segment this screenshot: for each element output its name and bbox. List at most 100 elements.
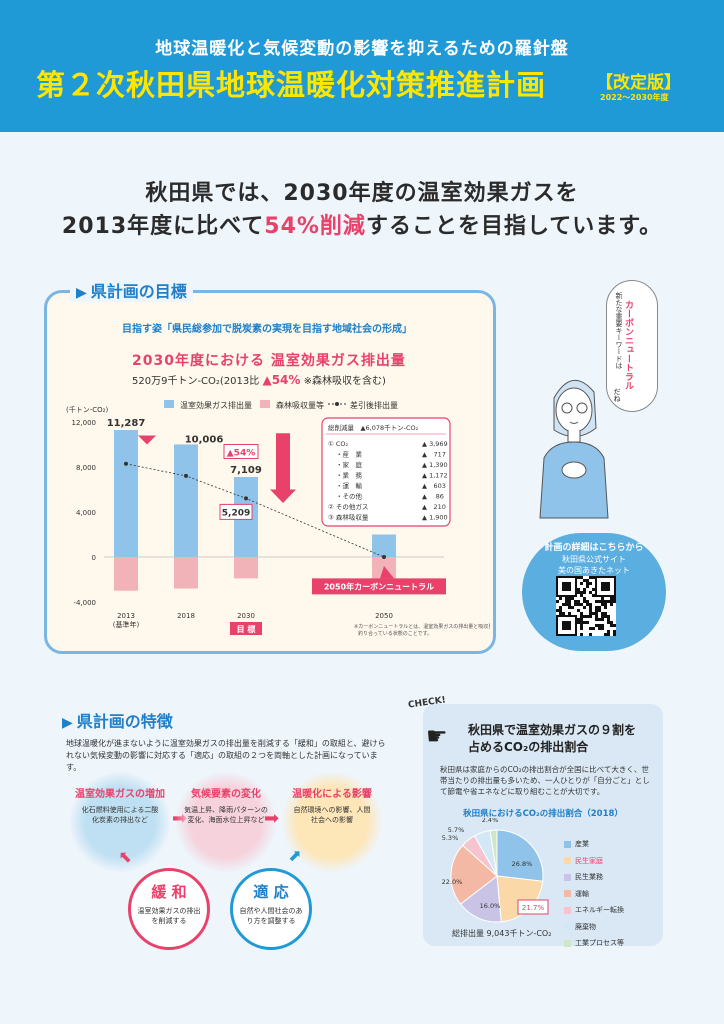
triangle-icon: ▶ xyxy=(62,715,73,731)
cause-climate-title: 気候要素の変化 xyxy=(191,789,261,800)
check-title-line-2: 占めるCO₂の排出割合 xyxy=(468,740,589,754)
pie-slice-0 xyxy=(496,829,544,882)
qr-module xyxy=(580,624,583,627)
qr-module xyxy=(583,579,586,582)
qr-module xyxy=(592,627,595,630)
qr-module xyxy=(601,624,604,627)
qr-module xyxy=(565,603,568,606)
qr-module xyxy=(613,597,616,600)
qr-module xyxy=(568,597,571,600)
legend-item: 民生家庭 xyxy=(564,853,624,870)
y-tick-label: 0 xyxy=(92,554,96,562)
qr-module xyxy=(592,588,595,591)
cause-circle-impact: 温暖化による影響 自然環境への影響、人間社会への影響 xyxy=(282,772,382,872)
y-tick-label: 12,000 xyxy=(72,419,97,427)
qr-module xyxy=(586,603,589,606)
qr-module xyxy=(592,612,595,615)
arrow-right-icon: ➡ xyxy=(264,808,280,829)
bar-forest-2013 xyxy=(114,557,138,591)
qr-module xyxy=(580,618,583,621)
x-tick-label: 2018 xyxy=(177,612,195,620)
pie-label-6: 2.4% xyxy=(482,818,499,824)
qr-module xyxy=(595,615,598,618)
lead-line-2: 2013年度に比べて54%削減することを目指しています。 xyxy=(0,208,724,240)
lead-line-2-post: することを目指しています。 xyxy=(365,214,663,239)
qr-module xyxy=(598,600,601,603)
qr-module xyxy=(601,612,604,615)
legend-swatch-0 xyxy=(164,400,174,408)
qr-module xyxy=(559,609,562,612)
neutral-pointer-icon xyxy=(380,566,394,579)
qr-module xyxy=(580,591,583,594)
pointing-hand-icon: ☛ xyxy=(426,722,448,750)
legend-text: 工業プロセス等 xyxy=(575,939,624,947)
qr-module xyxy=(601,600,604,603)
x-tick-label: 2013 xyxy=(117,612,135,620)
features-heading: ▶ 県計画の特徴 xyxy=(62,708,173,732)
pie-slice-1 xyxy=(496,875,544,923)
qr-module xyxy=(589,609,592,612)
qr-module xyxy=(562,603,565,606)
legend-label-2: 差引後排出量 xyxy=(350,400,398,410)
qr-module xyxy=(580,633,583,636)
qr-module xyxy=(604,615,607,618)
header-title: 第２次秋田県地球温暖化対策推進計画 xyxy=(36,68,547,102)
qr-module xyxy=(613,633,616,636)
legend-text: エネルギー転換 xyxy=(575,906,624,914)
qr-module xyxy=(574,603,577,606)
mitigation-title: 緩 和 xyxy=(151,883,187,901)
qr-module xyxy=(595,600,598,603)
bar-emissions-2018 xyxy=(174,444,198,557)
qr-module xyxy=(604,612,607,615)
qr-module xyxy=(586,600,589,603)
legend-item: 運輸 xyxy=(564,886,624,903)
breakdown-row-value: ▲ 210 xyxy=(422,503,446,511)
qr-module xyxy=(583,588,586,591)
qr-module xyxy=(601,603,604,606)
character-illustration xyxy=(539,380,609,519)
data-label-2018: 10,006 xyxy=(185,434,224,445)
pie-total: 総排出量 9,043千トン-CO₂ xyxy=(452,929,552,938)
qr-module xyxy=(601,597,604,600)
breakdown-row-label: ・その他 xyxy=(336,492,363,501)
qr-module xyxy=(577,600,580,603)
breakdown-row-label: ・家 庭 xyxy=(336,460,363,469)
qr-module xyxy=(589,603,592,606)
legend-item: 産業 xyxy=(564,836,624,853)
qr-module xyxy=(559,606,562,609)
legend-text: 民生家庭 xyxy=(575,856,603,865)
qr-module xyxy=(577,621,580,624)
target-value: 520万9千トン-CO₂(2013比 ▲54% ※森林吸収を含む) xyxy=(132,372,386,387)
qr-code[interactable] xyxy=(556,576,616,636)
qr-module xyxy=(589,615,592,618)
y-tick-label: -4,000 xyxy=(73,599,96,607)
qr-module xyxy=(562,612,565,615)
qr-module xyxy=(583,606,586,609)
breakdown-row-label: ・業 務 xyxy=(336,471,363,480)
x-tick-label: 2050 xyxy=(375,612,393,620)
qr-module xyxy=(595,618,598,621)
net-label-2030: 5,209 xyxy=(222,508,250,518)
qr-module xyxy=(589,576,592,579)
adaptation-text: 自然や人間社会のあり方を調整する xyxy=(239,907,303,925)
cause-circle-climate: 気候要素の変化 気温上昇、降雨パターンの変化、海面水位上昇など xyxy=(176,772,276,872)
cause-impact-text: 自然環境への影響、人間社会への影響 xyxy=(293,806,371,824)
qr-site-line-2: 美の国あきたネット xyxy=(558,566,630,575)
qr-module xyxy=(589,627,592,630)
neutral-banner-label: 2050年カーボンニュートラル xyxy=(324,581,434,591)
co2-pie-chart: 26.8% 21.7% 16.0% 22.0% 5.3%5.7% 2.4% xyxy=(442,818,549,923)
qr-module xyxy=(610,603,613,606)
legend-text: 産業 xyxy=(575,840,589,848)
legend-swatch xyxy=(564,840,571,848)
lead-line-2-pre: 2013年度に比べて xyxy=(61,214,265,239)
features-description: 地球温暖化が進まないように温室効果ガスの排出量を削減する「緩和」の取組と、避けら… xyxy=(66,739,386,772)
qr-module xyxy=(607,621,610,624)
qr-module xyxy=(598,606,601,609)
qr-module xyxy=(601,627,604,630)
qr-module xyxy=(589,633,592,636)
qr-module xyxy=(580,612,583,615)
qr-module xyxy=(607,618,610,621)
target-value-text: 520万9千トン-CO₂(2013比 xyxy=(132,376,260,387)
y-tick-label: 8,000 xyxy=(76,464,96,472)
pie-title: 秋田県におけるCO₂の排出割合（2018） xyxy=(463,809,623,819)
